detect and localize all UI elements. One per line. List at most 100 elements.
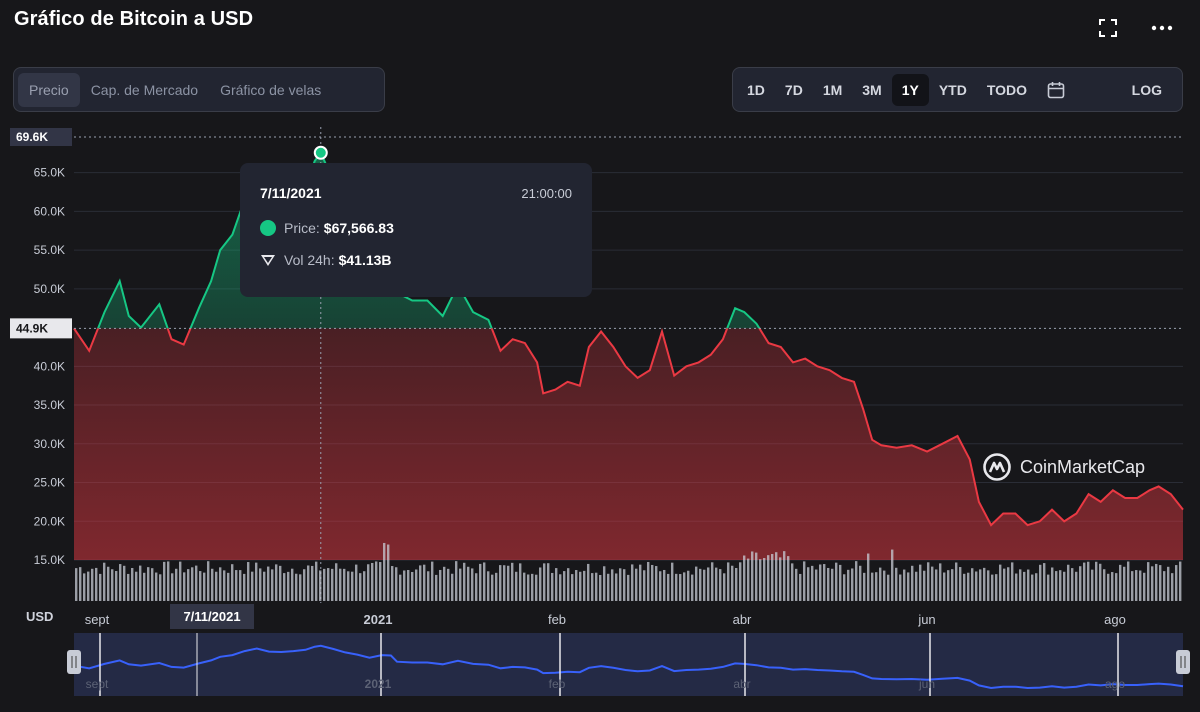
volume-bars — [75, 542, 1182, 601]
x-tick-label: jun — [917, 612, 935, 627]
volume-bar — [107, 566, 110, 601]
volume-bar — [391, 566, 394, 601]
volume-bar — [515, 571, 518, 601]
more-options-icon[interactable] — [1150, 16, 1174, 40]
volume-bar — [347, 571, 350, 601]
volume-bar — [1019, 569, 1022, 601]
navigator-tick-label: sept — [86, 677, 109, 691]
volume-bar — [163, 561, 166, 601]
volume-bar — [727, 562, 730, 601]
range-ytd[interactable]: YTD — [938, 81, 967, 98]
volume-bar — [279, 565, 282, 601]
volume-bar — [955, 562, 958, 601]
range-1d[interactable]: 1D — [747, 81, 765, 98]
volume-bar — [431, 561, 434, 601]
volume-bar — [1159, 565, 1162, 601]
volume-icon — [261, 255, 275, 266]
volume-bar — [1171, 573, 1174, 601]
volume-bar — [1055, 571, 1058, 601]
volume-bar — [775, 552, 778, 601]
y-tick-label: 25.0K — [34, 476, 65, 490]
range-1y[interactable]: 1Y — [891, 73, 929, 106]
volume-bar — [311, 565, 314, 601]
navigator-handle-left[interactable] — [67, 650, 81, 674]
volume-bar — [327, 568, 330, 601]
volume-bar — [1015, 573, 1018, 601]
tab-market-cap[interactable]: Cap. de Mercado — [90, 81, 199, 98]
volume-bar — [739, 562, 742, 601]
range-7d[interactable]: 7D — [784, 81, 803, 98]
log-scale-toggle[interactable]: LOG — [1131, 81, 1162, 98]
volume-bar — [839, 564, 842, 601]
volume-bar — [303, 569, 306, 601]
volume-bar — [711, 562, 714, 601]
volume-bar — [943, 572, 946, 601]
volume-bar — [387, 544, 390, 601]
volume-bar — [1179, 561, 1182, 601]
volume-bar — [283, 573, 286, 601]
volume-bar — [787, 556, 790, 601]
volume-bar — [1063, 571, 1066, 601]
volume-bar — [855, 561, 858, 601]
volume-bar — [979, 569, 982, 601]
volume-bar — [143, 572, 146, 601]
volume-bar — [659, 571, 662, 601]
calendar-icon[interactable] — [1045, 79, 1067, 101]
volume-bar — [115, 571, 118, 601]
volume-bar — [939, 563, 942, 601]
range-all[interactable]: TODO — [986, 81, 1028, 98]
range-3m[interactable]: 3M — [862, 81, 882, 98]
volume-bar — [507, 565, 510, 601]
volume-bar — [743, 555, 746, 601]
brand-label: CoinMarketCap — [1020, 456, 1146, 477]
volume-bar — [435, 574, 438, 601]
volume-bar — [239, 570, 242, 601]
tab-price[interactable]: Precio — [18, 72, 80, 107]
volume-bar — [695, 566, 698, 601]
volume-bar — [899, 574, 902, 601]
volume-bar — [111, 569, 114, 601]
volume-bar — [951, 569, 954, 601]
volume-bar — [863, 572, 866, 601]
volume-bar — [207, 561, 210, 601]
navigator-handle-right[interactable] — [1176, 650, 1190, 674]
volume-bar — [875, 572, 878, 601]
volume-bar — [403, 570, 406, 601]
volume-bar — [519, 563, 522, 601]
volume-bar — [935, 569, 938, 601]
y-tick-label: 35.0K — [34, 398, 65, 412]
volume-bar — [747, 558, 750, 601]
volume-bar — [539, 567, 542, 601]
volume-bar — [891, 549, 894, 601]
volume-bar — [719, 569, 722, 601]
volume-bar — [791, 563, 794, 601]
volume-bar — [783, 551, 786, 601]
volume-bar — [983, 567, 986, 601]
volume-bar — [423, 564, 426, 601]
volume-bar — [895, 567, 898, 601]
navigator-tick-label: jun — [918, 677, 935, 691]
volume-bar — [931, 566, 934, 601]
tooltip-price-label: Price: — [284, 220, 320, 236]
volume-bar — [1111, 572, 1114, 601]
volume-bar — [835, 562, 838, 601]
x-tick-label: sept — [85, 612, 110, 627]
volume-bar — [379, 562, 382, 601]
volume-bar — [1079, 566, 1082, 601]
volume-bar — [1051, 567, 1054, 601]
volume-bar — [907, 572, 910, 601]
volume-bar — [859, 565, 862, 601]
tab-candlestick[interactable]: Gráfico de velas — [220, 81, 322, 98]
volume-bar — [459, 568, 462, 601]
navigator-tick-label: ago — [1105, 677, 1125, 691]
volume-bar — [1099, 563, 1102, 601]
volume-bar — [807, 567, 810, 601]
x-tick-label: ago — [1104, 612, 1126, 627]
range-1m[interactable]: 1M — [822, 81, 843, 98]
fullscreen-icon[interactable] — [1096, 16, 1120, 40]
volume-bar — [451, 573, 454, 601]
volume-bar — [219, 567, 222, 601]
volume-bar — [543, 563, 546, 601]
volume-bar — [651, 564, 654, 601]
volume-bar — [631, 564, 634, 601]
